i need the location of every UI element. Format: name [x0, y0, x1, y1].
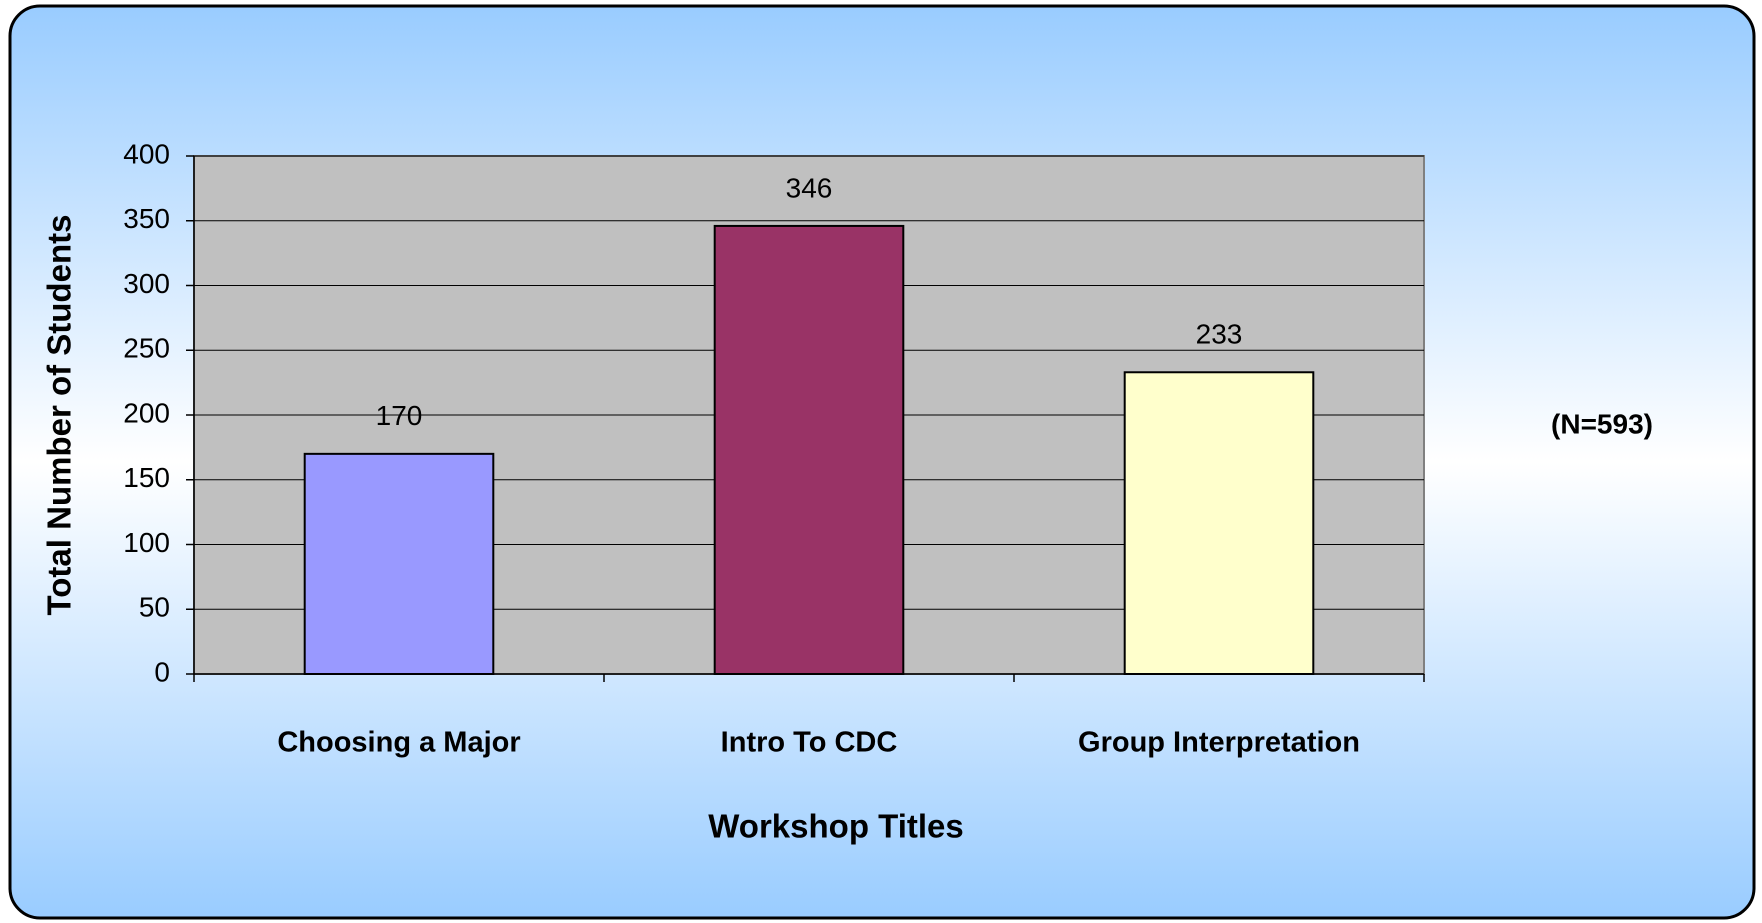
data-label: 346 — [786, 172, 833, 203]
y-tick-label: 350 — [123, 203, 170, 234]
data-label: 170 — [376, 400, 423, 431]
y-axis-label: Total Number of Students — [41, 215, 78, 616]
y-tick-label: 250 — [123, 333, 170, 364]
x-tick-label: Group Interpretation — [1078, 727, 1360, 759]
x-tick-label: Intro To CDC — [721, 727, 898, 759]
x-tick-label: Choosing a Major — [277, 727, 520, 759]
annotation: (N=593) — [1551, 408, 1653, 439]
bar — [1123, 371, 1315, 675]
bar — [713, 224, 905, 675]
y-tick-label: 0 — [154, 656, 170, 687]
bar — [303, 452, 495, 675]
y-tick-label: 150 — [123, 462, 170, 493]
y-tick-label: 300 — [123, 268, 170, 299]
y-tick-label: 400 — [123, 138, 170, 169]
y-tick-label: 100 — [123, 527, 170, 558]
data-label: 233 — [1196, 319, 1243, 350]
y-tick-label: 200 — [123, 397, 170, 428]
y-tick-label: 50 — [139, 592, 170, 623]
x-axis-label: Workshop Titles — [708, 808, 964, 845]
